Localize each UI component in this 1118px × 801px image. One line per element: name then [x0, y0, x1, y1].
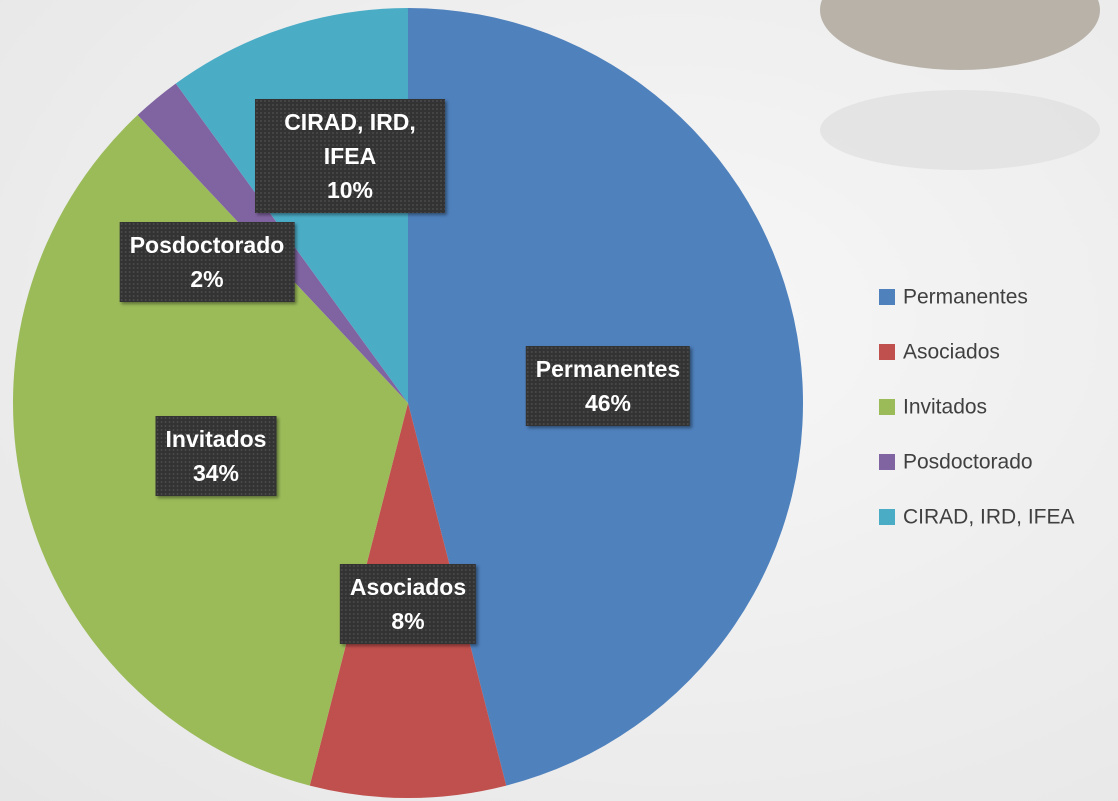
data-label-text: Invitados	[165, 426, 267, 452]
legend-label: Asociados	[903, 341, 1000, 364]
data-label: Asociados 8%	[339, 564, 477, 644]
photo-reflection	[820, 90, 1100, 170]
data-label: Posdoctorado 2%	[119, 222, 295, 302]
legend-swatch	[879, 344, 895, 360]
legend-label: CIRAD, IRD, IFEA	[903, 506, 1075, 529]
legend-swatch	[879, 289, 895, 305]
data-label: Invitados 34%	[155, 416, 277, 496]
data-label: CIRAD, IRD, IFEA 10%	[255, 99, 445, 213]
data-label-text: 2%	[190, 266, 224, 292]
data-label-text: 10%	[326, 177, 374, 203]
legend-swatch	[879, 509, 895, 525]
data-label-text: Permanentes	[535, 356, 681, 382]
legend-label: Permanentes	[903, 286, 1028, 309]
photo-decoration	[820, 0, 1100, 70]
legend-swatch	[879, 454, 895, 470]
legend-label: Invitados	[903, 396, 987, 419]
legend-label: Posdoctorado	[903, 451, 1033, 474]
data-label-text: 8%	[391, 608, 425, 634]
data-label: Permanentes 46%	[525, 346, 691, 426]
data-label-text: Asociados	[349, 574, 467, 600]
data-label-text: Posdoctorado	[129, 232, 285, 258]
data-label-text: 46%	[584, 390, 632, 416]
legend: Permanentes Asociados Invitados Posdoctorad…	[879, 286, 1075, 529]
data-label-text: 34%	[192, 460, 240, 486]
data-label-text: CIRAD, IRD, IFEA	[284, 109, 416, 169]
legend-swatch	[879, 399, 895, 415]
